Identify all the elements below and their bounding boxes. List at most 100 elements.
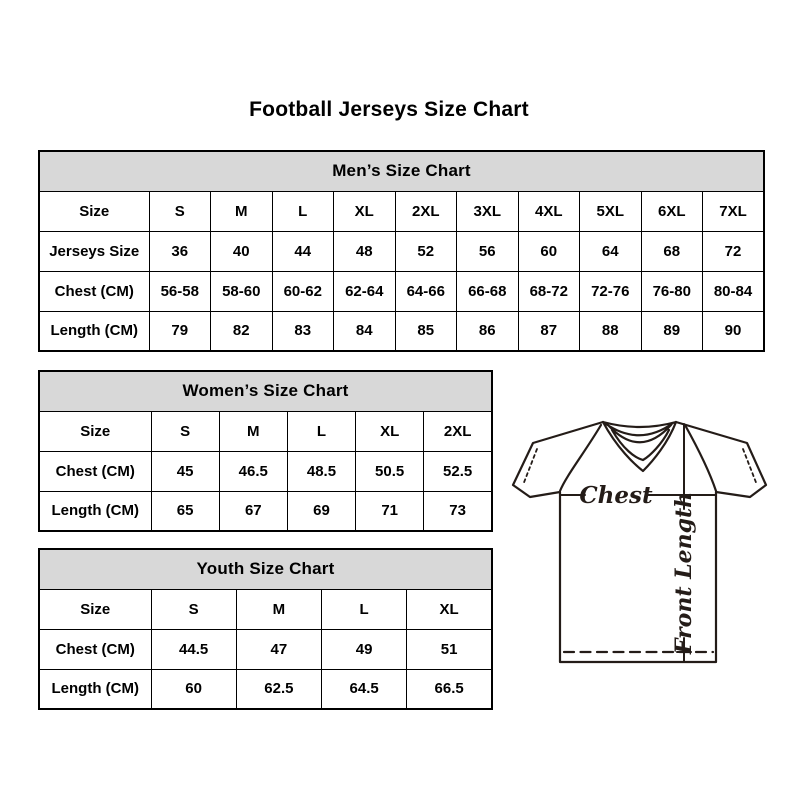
size-cell: 52 (394, 230, 457, 272)
size-cell: 44.5 (150, 628, 237, 670)
size-cell: 2XL (423, 410, 493, 452)
size-cell: 90 (702, 310, 765, 352)
size-cell: 49 (320, 628, 408, 670)
row-label: Size (38, 588, 152, 630)
size-cell: 7XL (702, 190, 765, 232)
size-cell: 76-80 (640, 270, 703, 312)
size-cell: 56-58 (148, 270, 211, 312)
row-label: Length (CM) (38, 310, 150, 352)
size-cell: 62.5 (235, 668, 323, 710)
row-label: Chest (CM) (38, 628, 152, 670)
row-label: Chest (CM) (38, 450, 152, 492)
table-title: Men’s Size Chart (38, 150, 765, 192)
youth-size-table: Youth Size Chart Size S M L XL Chest (CM) 44.5 4… (38, 548, 493, 710)
table-header-row: Women’s Size Chart (38, 370, 493, 412)
size-cell: 79 (148, 310, 211, 352)
size-cell: 72-76 (579, 270, 642, 312)
size-cell: 36 (148, 230, 211, 272)
table-row: Length (CM) 65 67 69 71 73 (38, 490, 493, 532)
size-cell: 89 (640, 310, 703, 352)
size-cell: 60 (150, 668, 237, 710)
size-cell: 68 (640, 230, 703, 272)
size-cell: 64.5 (320, 668, 408, 710)
size-cell: 44 (271, 230, 334, 272)
size-cell: S (150, 588, 237, 630)
front-length-measure-line (676, 423, 692, 662)
size-cell: 73 (423, 490, 493, 532)
size-cell: 3XL (456, 190, 519, 232)
size-cell: 66-68 (456, 270, 519, 312)
size-cell: 48.5 (286, 450, 357, 492)
size-cell: 64 (579, 230, 642, 272)
size-cell: S (150, 410, 220, 452)
size-cell: M (218, 410, 288, 452)
size-cell: 68-72 (517, 270, 580, 312)
size-cell: 87 (517, 310, 580, 352)
jersey-collar (601, 420, 678, 473)
table-header-row: Youth Size Chart (38, 548, 493, 590)
size-cell: 4XL (517, 190, 580, 232)
row-label: Length (CM) (38, 668, 152, 710)
jersey-outline (511, 420, 768, 664)
size-cell: 67 (218, 490, 288, 532)
table-row: Size S M L XL 2XL (38, 410, 493, 452)
size-cell: 80-84 (702, 270, 765, 312)
size-cell: 60 (517, 230, 580, 272)
size-cell: L (286, 410, 357, 452)
table-title: Women’s Size Chart (38, 370, 493, 412)
table-row: Size S M L XL 2XL 3XL 4XL 5XL 6XL 7XL (38, 190, 765, 232)
size-cell: 64-66 (394, 270, 457, 312)
size-cell: XL (333, 190, 396, 232)
size-cell: 52.5 (423, 450, 493, 492)
size-cell: 56 (456, 230, 519, 272)
table-row: Chest (CM) 45 46.5 48.5 50.5 52.5 (38, 450, 493, 492)
size-cell: 60-62 (271, 270, 334, 312)
size-cell: M (235, 588, 323, 630)
size-cell: 2XL (394, 190, 457, 232)
table-row: Chest (CM) 56-58 58-60 60-62 62-64 64-66 66-68… (38, 270, 765, 312)
size-cell: 50.5 (355, 450, 425, 492)
jersey-diagram: Chest Front Length (511, 420, 768, 664)
size-cell: 6XL (640, 190, 703, 232)
size-cell: S (148, 190, 211, 232)
size-cell: 45 (150, 450, 220, 492)
size-cell: 40 (210, 230, 273, 272)
size-cell: 5XL (579, 190, 642, 232)
size-cell: 82 (210, 310, 273, 352)
front-length-label: Front Length (671, 492, 697, 655)
size-cell: L (271, 190, 334, 232)
right-cuff-dashed-line (742, 448, 758, 486)
womens-size-table: Women’s Size Chart Size S M L XL 2XL Chest (CM)… (38, 370, 493, 532)
size-cell: M (210, 190, 273, 232)
left-cuff-dashed-line (522, 448, 538, 486)
size-cell: 65 (150, 490, 220, 532)
right-sleeve-seam (683, 423, 718, 493)
table-row: Size S M L XL (38, 588, 493, 630)
mens-size-table: Men’s Size Chart Size S M L XL 2XL 3XL 4XL 5XL 6XL… (38, 150, 765, 352)
size-cell: 71 (355, 490, 425, 532)
table-row: Jerseys Size 36 40 44 48 52 56 60 64 68 72 (38, 230, 765, 272)
chest-label: Chest (579, 482, 653, 509)
table-title: Youth Size Chart (38, 548, 493, 590)
size-cell: 72 (702, 230, 765, 272)
row-label: Chest (CM) (38, 270, 150, 312)
row-label: Length (CM) (38, 490, 152, 532)
size-cell: 83 (271, 310, 334, 352)
table-row: Length (CM) 79 82 83 84 85 86 87 88 89 90 (38, 310, 765, 352)
size-cell: 84 (333, 310, 396, 352)
size-cell: 62-64 (333, 270, 396, 312)
size-cell: XL (406, 588, 493, 630)
row-label: Jerseys Size (38, 230, 150, 272)
size-cell: 47 (235, 628, 323, 670)
left-sleeve-seam (558, 423, 603, 493)
page-title: Football Jerseys Size Chart (249, 98, 529, 121)
size-cell: 46.5 (218, 450, 288, 492)
size-cell: L (320, 588, 408, 630)
row-label: Size (38, 190, 150, 232)
table-header-row: Men’s Size Chart (38, 150, 765, 192)
size-cell: 48 (333, 230, 396, 272)
size-cell: 58-60 (210, 270, 273, 312)
row-label: Size (38, 410, 152, 452)
size-cell: 69 (286, 490, 357, 532)
